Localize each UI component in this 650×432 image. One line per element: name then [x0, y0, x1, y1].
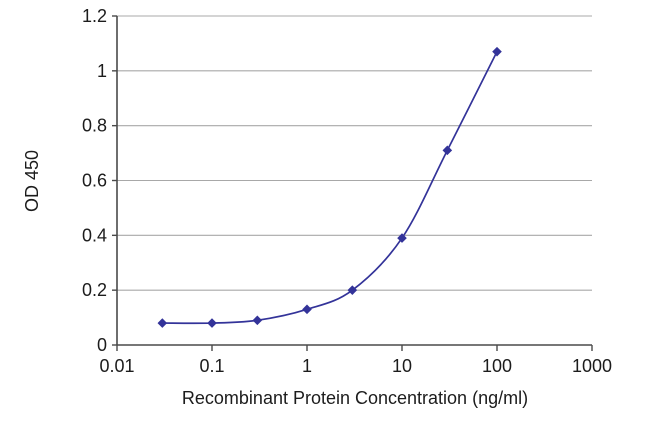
y-tick-label: 0.4 [82, 225, 107, 245]
data-point-marker [157, 318, 168, 328]
data-point-marker [347, 285, 358, 295]
data-point-marker [252, 315, 263, 326]
x-tick-label: 10 [392, 356, 412, 376]
y-tick-label: 1 [97, 61, 107, 81]
x-tick-label: 0.1 [199, 356, 224, 376]
x-tick-label: 0.01 [99, 356, 134, 376]
series-line [162, 51, 498, 325]
y-tick-label: 0.2 [82, 280, 107, 300]
data-point-marker [492, 46, 502, 57]
y-tick-label: 0 [97, 335, 107, 355]
y-tick-label: 1.2 [82, 6, 107, 26]
data-point-marker [302, 304, 312, 315]
y-tick-label: 0.8 [82, 116, 107, 136]
x-tick-label: 1 [302, 356, 312, 376]
y-axis-title: OD 450 [22, 150, 42, 212]
y-tick-label: 0.6 [82, 171, 107, 191]
x-tick-label: 1000 [572, 356, 612, 376]
data-point-marker [442, 145, 453, 156]
x-axis-title: Recombinant Protein Concentration (ng/ml… [182, 388, 528, 408]
plot-area: 0 0.2 0.4 0.6 0.8 1 1.2 0.01 0.1 1 10 100 1000 [82, 6, 612, 376]
data-point-marker [207, 318, 217, 328]
data-point-marker [397, 233, 407, 243]
x-tick-label: 100 [482, 356, 512, 376]
